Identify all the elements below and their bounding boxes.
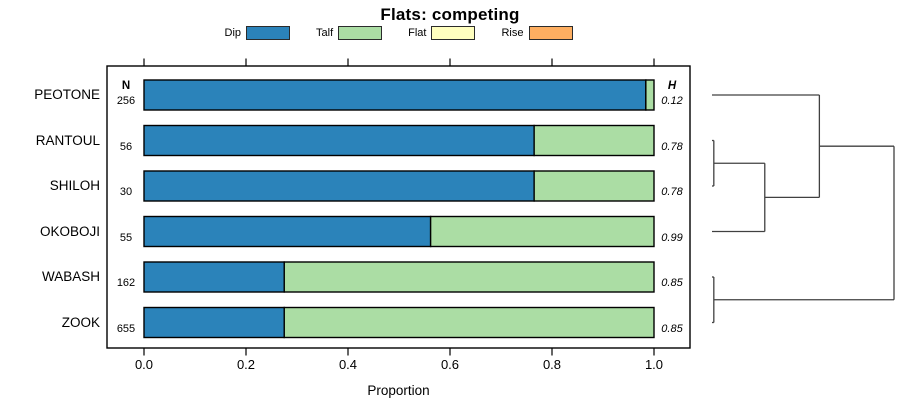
h-column-header: H bbox=[667, 80, 677, 92]
x-tick-label: 1.0 bbox=[644, 357, 664, 372]
legend-swatch-talf bbox=[338, 26, 383, 40]
h-value: 0.12 bbox=[661, 95, 683, 107]
legend-label: Dip bbox=[224, 27, 242, 39]
legend-item-talf: Talf bbox=[316, 26, 383, 40]
plot-border bbox=[106, 65, 691, 349]
x-tick-label: 0.2 bbox=[236, 357, 256, 372]
bar-segment-rantoul-talf bbox=[533, 124, 655, 157]
h-value: 0.78 bbox=[661, 186, 683, 198]
category-label-wabash: WABASH bbox=[41, 269, 100, 284]
category-label-peotone: PEOTONE bbox=[34, 87, 100, 102]
legend-label: Talf bbox=[316, 27, 334, 39]
h-value: 0.99 bbox=[661, 231, 683, 244]
x-tick-label: 0.6 bbox=[440, 357, 460, 372]
x-tick-label: 0.0 bbox=[134, 357, 154, 372]
bar-segment-rantoul-dip bbox=[143, 124, 535, 157]
n-column-header: N bbox=[121, 80, 131, 92]
legend-item-rise: Rise bbox=[501, 26, 573, 40]
category-label-rantoul: RANTOUL bbox=[35, 132, 100, 148]
legend-label: Flat bbox=[408, 27, 427, 39]
bar-segment-wabash-dip bbox=[143, 261, 285, 293]
h-value: 0.85 bbox=[661, 277, 683, 289]
n-value: 256 bbox=[116, 95, 136, 107]
bar-segment-okoboji-talf bbox=[429, 215, 655, 248]
legend: Dip Talf Flat Rise bbox=[107, 25, 690, 41]
n-value: 30 bbox=[119, 186, 133, 198]
n-value: 162 bbox=[116, 277, 136, 289]
legend-label: Rise bbox=[501, 27, 524, 39]
bar-segment-zook-talf bbox=[283, 306, 655, 339]
n-value: 655 bbox=[116, 322, 136, 335]
x-tick-label: 0.8 bbox=[542, 357, 562, 372]
category-label-zook: ZOOK bbox=[61, 314, 100, 330]
n-value: 56 bbox=[119, 140, 133, 153]
bar-segment-zook-dip bbox=[143, 306, 285, 339]
chart-title: Flats: competing bbox=[380, 5, 520, 24]
legend-item-dip: Dip bbox=[225, 26, 291, 40]
h-value: 0.85 bbox=[661, 322, 683, 335]
legend-swatch-flat bbox=[431, 26, 476, 40]
h-value: 0.78 bbox=[661, 140, 683, 153]
n-value: 55 bbox=[119, 231, 133, 244]
bar-segment-wabash-talf bbox=[283, 261, 655, 293]
bar-segment-shiloh-talf bbox=[533, 170, 655, 202]
bar-segment-okoboji-dip bbox=[143, 215, 432, 248]
bar-segment-peotone-talf bbox=[645, 79, 655, 111]
x-axis-label: Proportion bbox=[367, 383, 430, 398]
bar-segment-peotone-dip bbox=[143, 79, 647, 111]
legend-swatch-dip bbox=[246, 26, 291, 40]
category-label-okoboji: OKOBOJI bbox=[39, 223, 100, 239]
x-tick-label: 0.4 bbox=[338, 357, 358, 372]
bar-segment-shiloh-dip bbox=[143, 170, 535, 202]
legend-item-flat: Flat bbox=[408, 26, 476, 40]
category-label-shiloh: SHILOH bbox=[49, 178, 100, 193]
legend-swatch-rise bbox=[528, 26, 573, 40]
